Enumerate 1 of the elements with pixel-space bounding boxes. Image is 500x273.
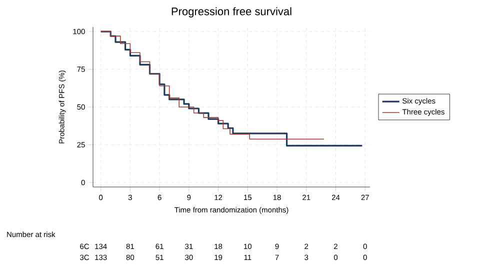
chart-title: Progression free survival — [172, 7, 292, 18]
